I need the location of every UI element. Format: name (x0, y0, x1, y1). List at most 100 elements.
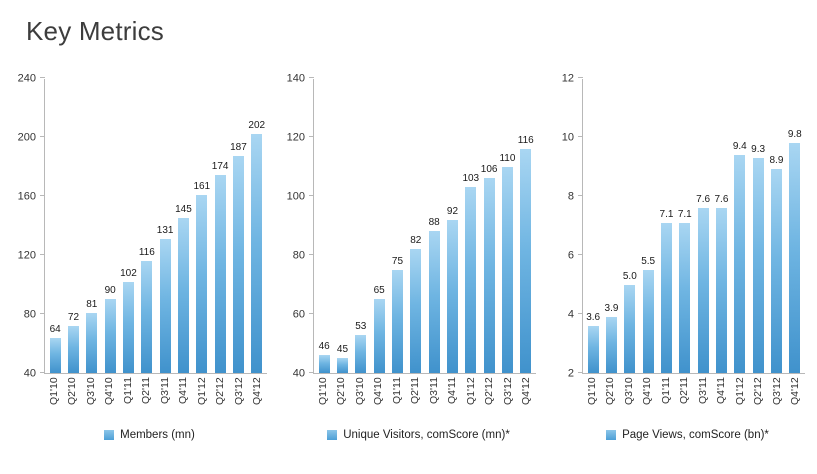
bar-column: 103 (462, 79, 479, 373)
bar-column: 45 (334, 79, 351, 373)
bar (104, 299, 116, 373)
bar-value-label: 145 (175, 204, 192, 216)
bar (501, 166, 513, 373)
x-axis-label: Q4'11 (715, 377, 728, 404)
bar (391, 269, 403, 373)
bar-column: 116 (517, 79, 534, 373)
bar (752, 157, 764, 373)
bar-value-label: 131 (156, 224, 174, 236)
bar (355, 334, 367, 373)
bar (86, 312, 98, 373)
bar-column: 88 (426, 79, 443, 373)
x-axis-label: Q3'11 (427, 377, 440, 404)
chart-unique-visitors-body: 40 60 80 100 120 140 46 45 53 65 75 82 88 92 103 106 11… (281, 73, 536, 379)
bar-value-label: 187 (230, 142, 247, 154)
chart-page-views: 2 4 6 8 10 12 3.6 3.9 5.0 5.5 7.1 7.1 7.6 7.6 9.4 9.3 8… (550, 73, 805, 441)
legend-label: Page Views, comScore (bn)* (622, 429, 769, 441)
bar-column: 72 (65, 79, 82, 373)
y-axis-tick-label: 8 (567, 190, 574, 203)
y-axis: 2 4 6 8 10 12 (550, 73, 582, 379)
bar-value-label: 116 (138, 246, 155, 258)
x-axis-label: Q3'12 (501, 377, 514, 405)
bar-value-label: 88 (428, 217, 440, 229)
bar-value-label: 116 (517, 134, 534, 146)
bar-value-label: 75 (391, 255, 404, 267)
bar-column: 46 (316, 79, 333, 373)
x-axis-label: Q4'11 (446, 377, 459, 404)
bar-column: 7.6 (695, 79, 712, 373)
x-axis-label: Q4'10 (641, 377, 654, 405)
x-axis-label: Q2'12 (483, 377, 496, 405)
bar-value-label: 3.9 (604, 302, 619, 314)
y-axis-tick-mark (578, 77, 583, 78)
bar (318, 355, 330, 373)
plot-area: 3.6 3.9 5.0 5.5 7.1 7.1 7.6 7.6 9.4 9.3 8.9 9.8 (578, 77, 805, 374)
bar-column: 110 (499, 79, 516, 373)
x-axis-label: Q2'11 (678, 377, 691, 404)
bar (679, 222, 691, 373)
bar-column: 131 (157, 79, 174, 373)
y-axis-tick-mark (40, 372, 45, 373)
y-axis-tick-label: 160 (17, 190, 36, 203)
x-axis-label: Q3'12 (232, 377, 245, 405)
x-axis-label: Q3'10 (84, 377, 97, 405)
bar (446, 219, 458, 373)
chart-page-views-body: 2 4 6 8 10 12 3.6 3.9 5.0 5.5 7.1 7.1 7.6 7.6 9.4 9.3 8… (550, 73, 805, 379)
bar-column: 8.9 (768, 79, 785, 373)
bar-column: 9.4 (731, 79, 748, 373)
x-axis-label: Q1'11 (390, 377, 403, 404)
y-axis-tick-mark (578, 136, 583, 137)
y-axis-tick-label: 120 (286, 131, 305, 144)
x-axis-label: Q2'12 (752, 377, 765, 405)
bar (605, 316, 617, 373)
bar-value-label: 103 (462, 173, 480, 185)
bar (624, 284, 636, 373)
bar-column: 7.1 (676, 79, 693, 373)
bar-column: 7.1 (658, 79, 675, 373)
bar (232, 156, 244, 373)
bar-value-label: 72 (67, 311, 80, 323)
x-axis-label: Q4'10 (372, 377, 385, 405)
x-axis-label: Q1'12 (733, 377, 746, 405)
bar (410, 249, 422, 373)
bar-value-label: 82 (410, 235, 422, 247)
legend-swatch-icon (606, 430, 617, 440)
bar-value-label: 46 (318, 341, 330, 353)
plot-area: 64 72 81 90 102 116 131 145 161 174 187 202 (40, 77, 267, 374)
x-axis-label: Q2'11 (409, 377, 422, 404)
plot-area: 46 45 53 65 75 82 88 92 103 106 110 116 (309, 77, 536, 374)
bar (789, 142, 801, 373)
bar (177, 218, 189, 373)
bar-value-label: 5.5 (641, 255, 656, 267)
bar-value-label: 9.3 (751, 143, 766, 155)
bar (428, 231, 440, 373)
y-axis-tick-label: 2 (567, 367, 574, 380)
bar (159, 238, 171, 373)
bar-value-label: 5.0 (622, 270, 637, 282)
legend: Page Views, comScore (bn)* (550, 429, 805, 441)
y-axis-tick-label: 200 (17, 131, 36, 144)
bar (196, 194, 208, 373)
x-axis-label: Q1'12 (195, 377, 208, 405)
bar-column: 53 (352, 79, 369, 373)
x-axis-label: Q1'10 (585, 377, 598, 405)
bar-column: 92 (444, 79, 461, 373)
x-axis-label: Q3'11 (696, 377, 709, 404)
bar-value-label: 7.6 (714, 193, 729, 205)
x-axis-label: Q3'11 (158, 377, 171, 404)
bar (251, 134, 263, 373)
bar (770, 169, 782, 373)
bar-value-label: 81 (86, 298, 98, 310)
x-axis-label: Q2'10 (604, 377, 617, 405)
x-axis-label: Q2'10 (66, 377, 79, 405)
bar-value-label: 110 (499, 152, 516, 164)
x-axis-label: Q4'12 (251, 377, 264, 405)
bar-value-label: 202 (248, 120, 266, 132)
bar-column: 9.3 (750, 79, 767, 373)
bar-column: 90 (102, 79, 119, 373)
bar-value-label: 7.6 (696, 193, 711, 205)
y-axis-tick-label: 80 (292, 249, 305, 262)
bar-column: 202 (248, 79, 265, 373)
y-axis-tick-label: 40 (292, 367, 305, 380)
bar (49, 337, 61, 373)
